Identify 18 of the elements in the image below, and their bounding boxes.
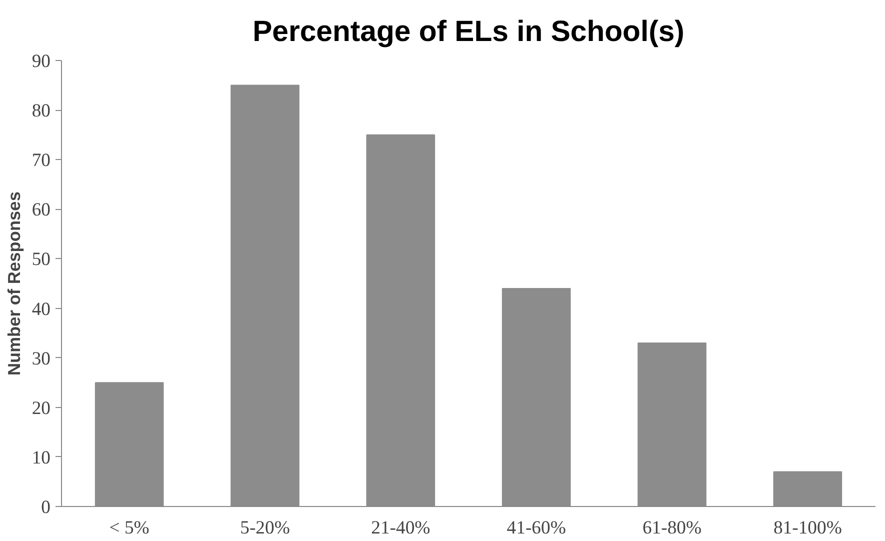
x-tick-label: 81-100% — [773, 518, 842, 538]
y-tick-label: 60 — [32, 200, 50, 221]
x-tick-label: 41-60% — [506, 518, 566, 538]
chart-title: Percentage of ELs in School(s) — [252, 15, 684, 48]
y-tick-label: 30 — [32, 348, 50, 370]
x-tick-label: 61-80% — [642, 518, 702, 538]
y-axis-title: Number of Responses — [4, 192, 24, 376]
x-tick-label: 5-20% — [240, 518, 290, 538]
y-tick-label: 0 — [41, 497, 50, 518]
y-tick-label: 50 — [32, 249, 50, 270]
x-tick-label: < 5% — [109, 518, 150, 538]
y-tick-label: 20 — [32, 398, 50, 419]
y-tick-label: 40 — [32, 298, 50, 320]
y-tick-label: 10 — [32, 447, 50, 468]
x-tick-label: 21-40% — [371, 518, 430, 538]
y-tick-label: 80 — [32, 100, 50, 122]
y-tick-label: 70 — [32, 150, 50, 172]
y-tick-label: 90 — [32, 51, 50, 72]
